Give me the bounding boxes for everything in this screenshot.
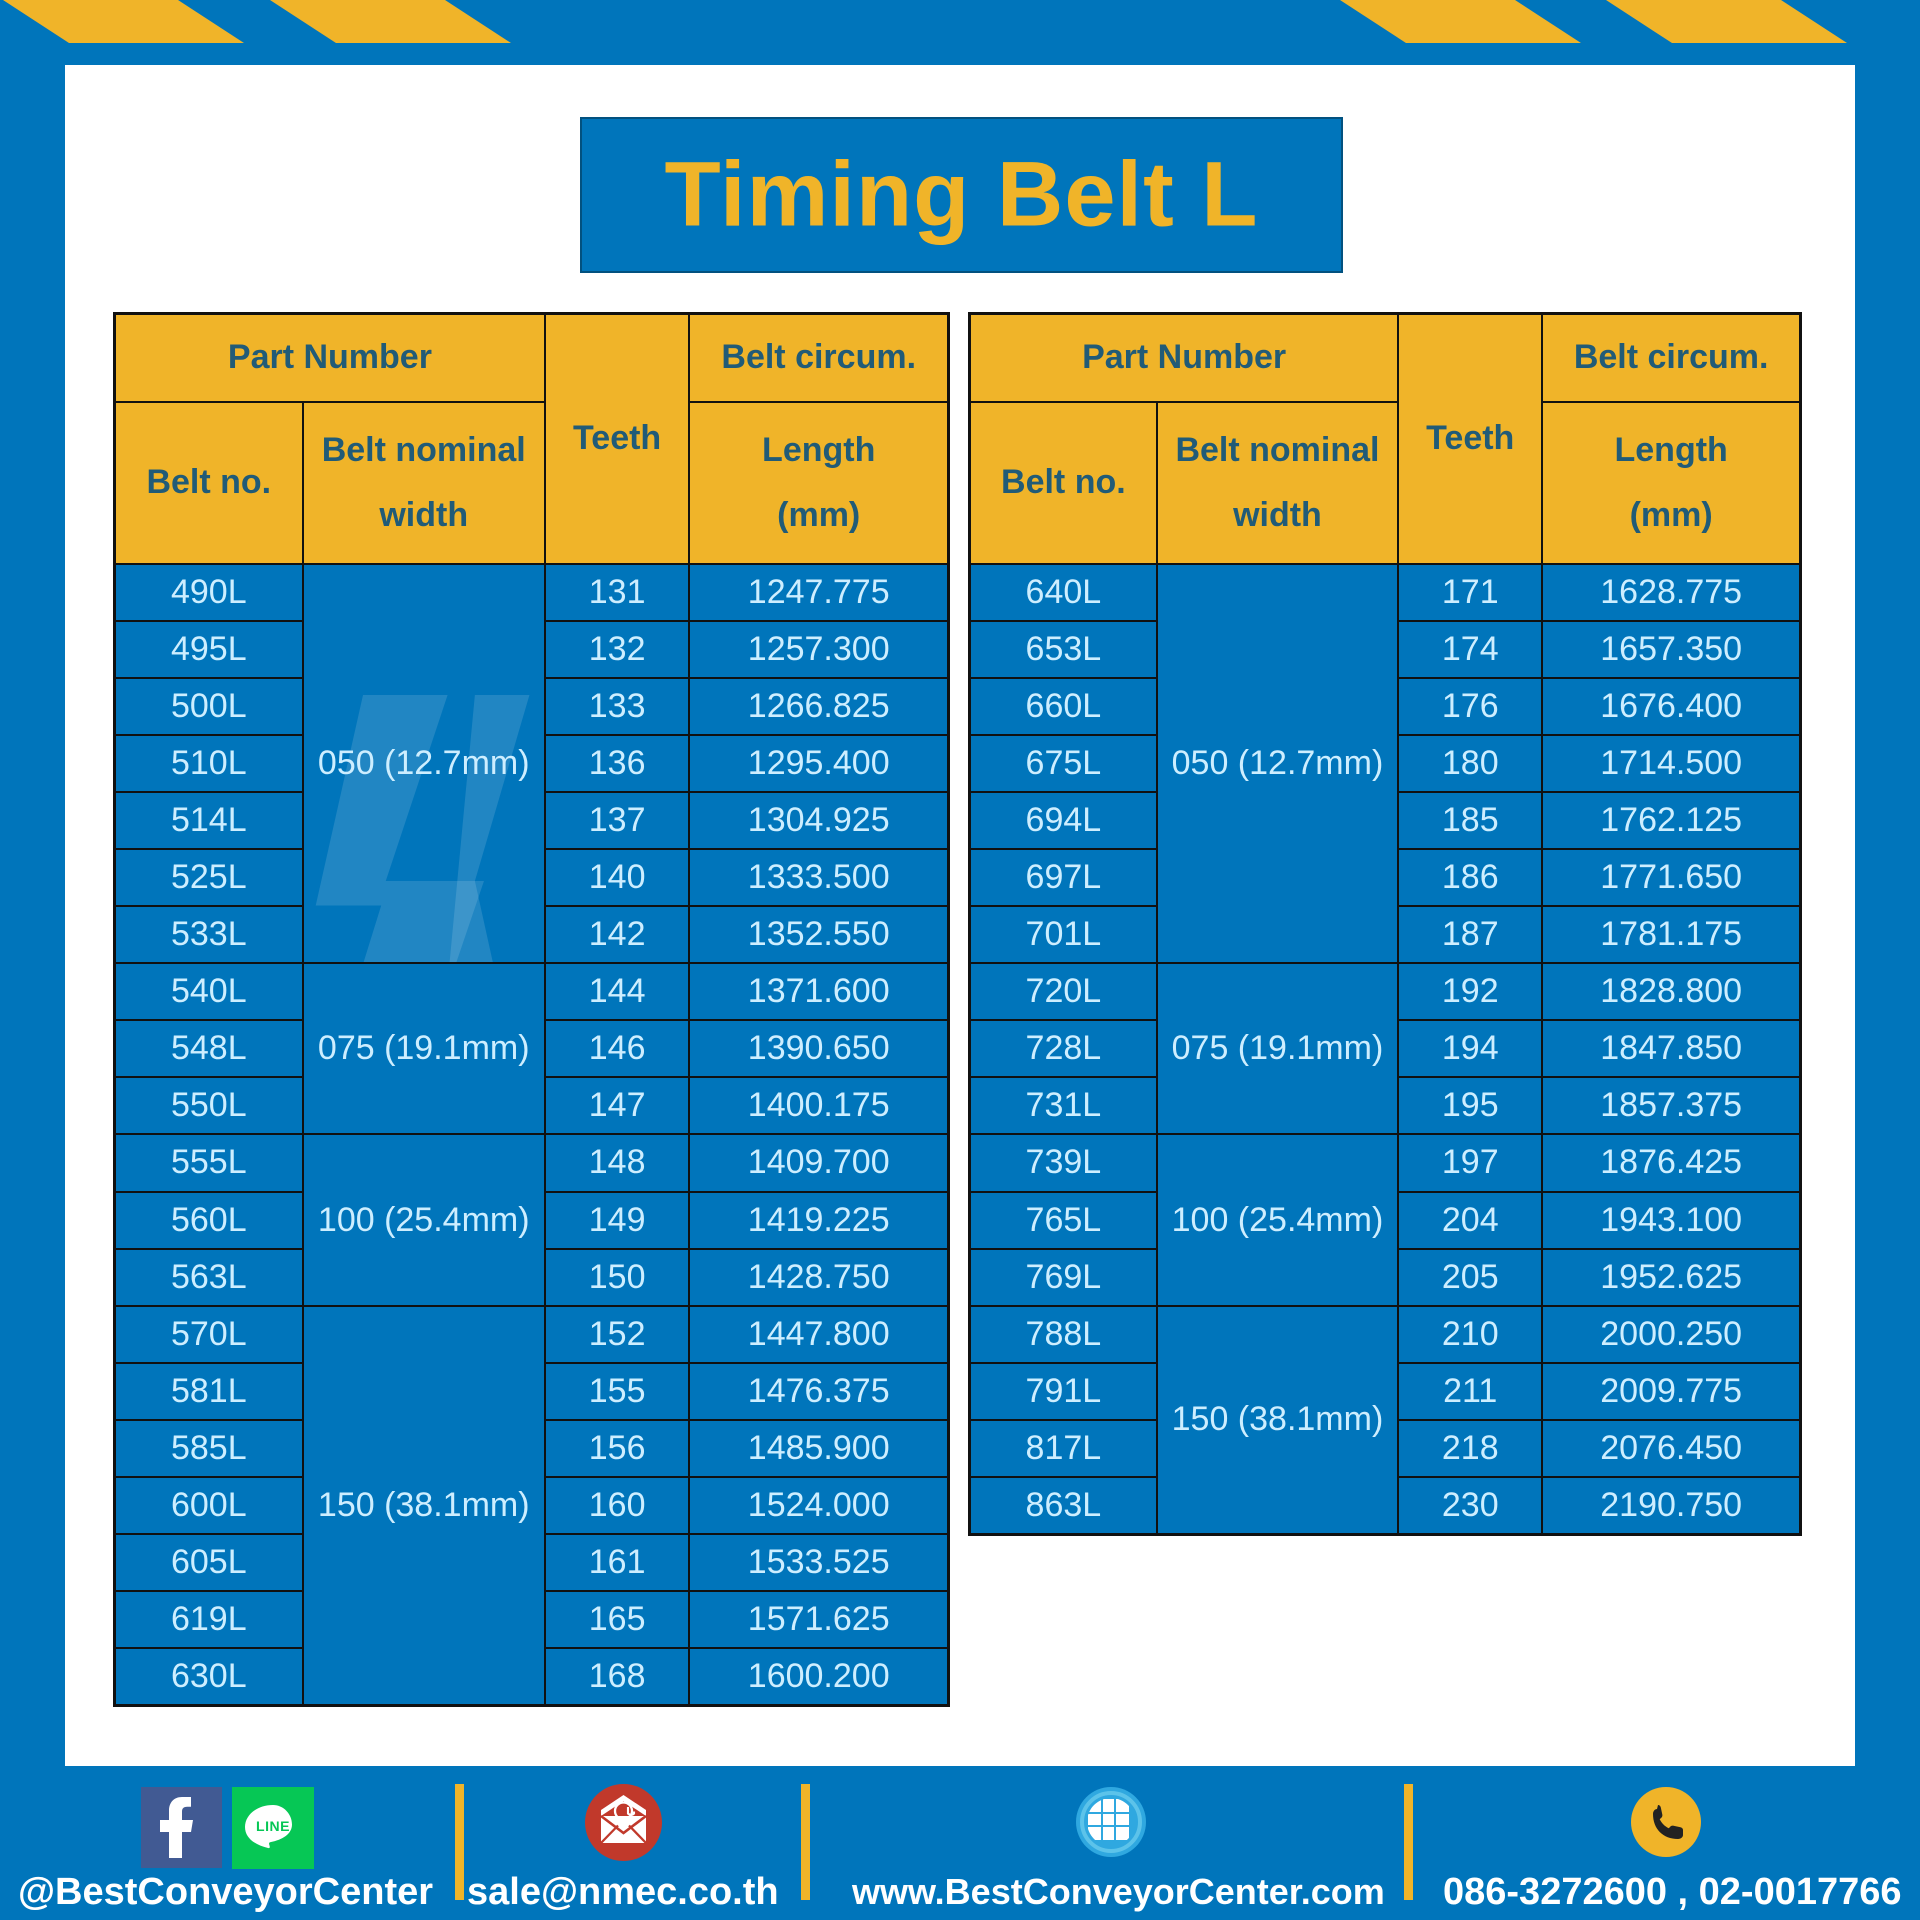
svg-text:LINE: LINE (256, 1818, 290, 1834)
